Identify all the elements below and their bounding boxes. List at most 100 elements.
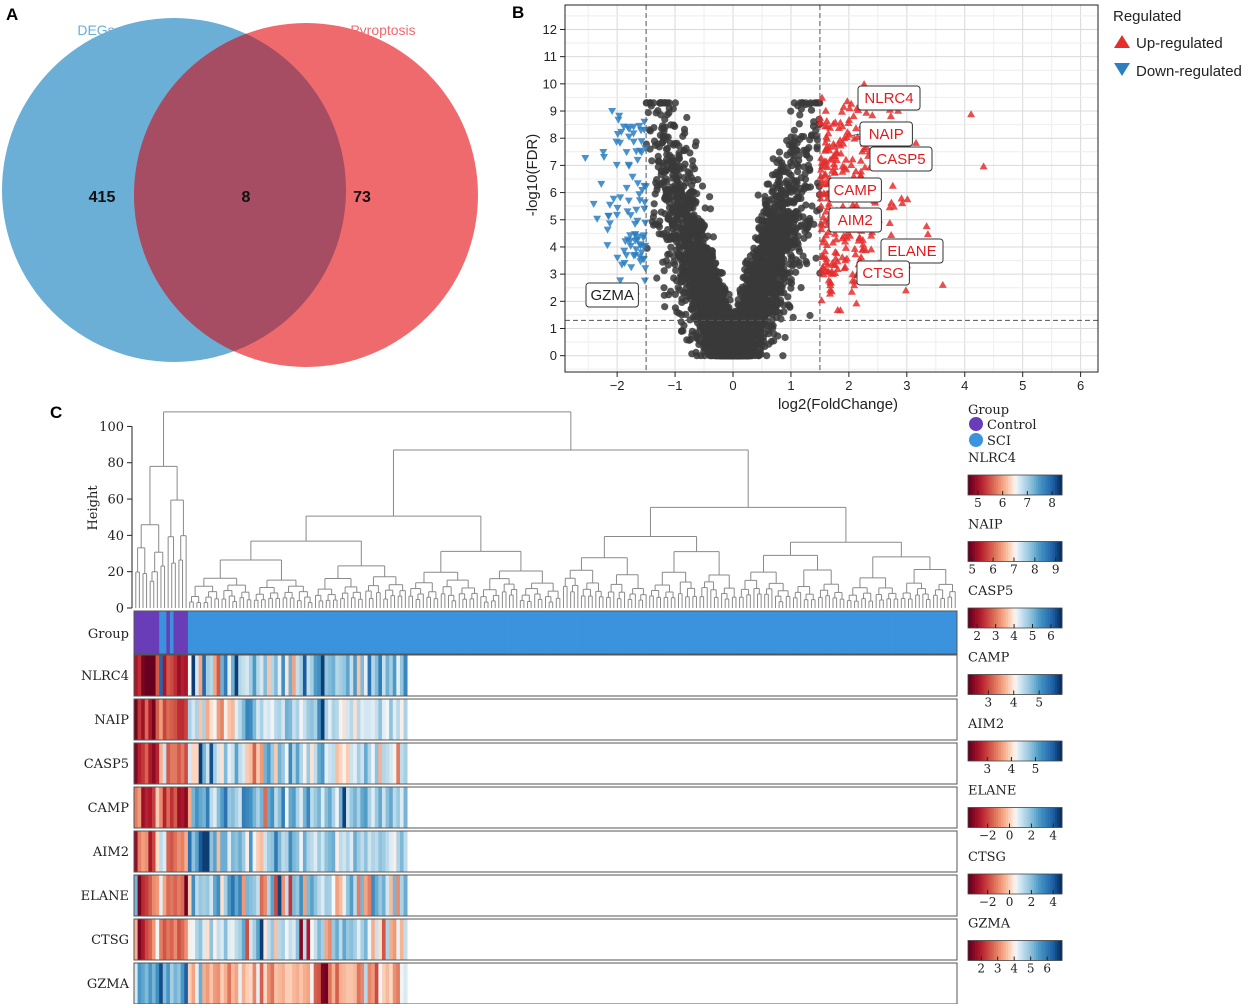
volcano-point-ns [709, 233, 718, 241]
volcano-point-ns [667, 287, 675, 295]
volcano-point-ns [752, 254, 760, 262]
volcano-point-ns [717, 337, 725, 345]
volcano-point-down [619, 123, 628, 131]
volcano-point-ns [689, 212, 697, 220]
volcano-point-ns [785, 260, 793, 268]
volcano-point-up [979, 162, 988, 170]
gene-label-box [856, 260, 910, 286]
volcano-point-up [826, 289, 834, 297]
volcano-point-ns [757, 350, 765, 358]
volcano-point-ns [669, 174, 677, 182]
volcano-point-up [845, 115, 854, 123]
gene-label-elane: ELANE [887, 243, 936, 260]
volcano-point-ns [780, 308, 788, 316]
volcano-point-ns [686, 203, 694, 211]
venn-label-degs: DEGs [77, 22, 114, 38]
volcano-point-ns [805, 144, 813, 152]
volcano-point-ns [810, 118, 818, 126]
volcano-point-ns [672, 266, 680, 274]
volcano-point-up [822, 134, 831, 142]
volcano-x-tick-label: −2 [610, 378, 625, 393]
volcano-point-ns [783, 245, 791, 253]
volcano-point-ns [805, 165, 813, 173]
volcano-point-ns [689, 162, 697, 170]
volcano-point-up [903, 195, 912, 203]
volcano-point-ns [787, 284, 795, 292]
volcano-point-up [923, 230, 932, 238]
volcano-point-ns [711, 316, 719, 324]
volcano-point-ns [712, 286, 720, 294]
volcano-y-tick-label: 5 [550, 212, 557, 227]
volcano-point-ns [736, 288, 745, 296]
volcano-point-ns [740, 338, 749, 346]
volcano-point-ns [784, 180, 792, 189]
volcano-point-ns [691, 142, 700, 150]
volcano-point-up [831, 118, 840, 126]
group-cell-control [151, 611, 156, 654]
volcano-point-down [622, 252, 631, 260]
volcano-point-down [629, 130, 638, 138]
volcano-point-ns [760, 321, 768, 329]
volcano-point-ns [814, 99, 822, 107]
volcano-point-ns [675, 162, 683, 170]
volcano-point-up [817, 219, 825, 227]
volcano-point-up [897, 194, 906, 202]
volcano-point-ns [796, 111, 804, 119]
volcano-point-down [635, 122, 644, 130]
volcano-point-ns [705, 328, 713, 336]
volcano-point-up [820, 217, 829, 225]
volcano-y-tick-label: 8 [550, 131, 557, 146]
volcano-point-ns [688, 327, 696, 335]
volcano-point-ns [787, 276, 795, 284]
volcano-point-up [886, 112, 895, 120]
volcano-y-tick-label: 2 [550, 294, 557, 309]
volcano-point-up [922, 222, 931, 230]
volcano-point-down [636, 242, 645, 250]
volcano-point-ns [706, 205, 715, 213]
volcano-y-axis-label: -log10(FDR) [524, 134, 541, 217]
volcano-point-ns [776, 296, 785, 304]
volcano-point-ns [770, 255, 778, 263]
volcano-point-up [850, 244, 859, 252]
volcano-point-ns [748, 284, 757, 292]
volcano-point-ns [654, 152, 662, 160]
group-cell-control [177, 611, 182, 654]
volcano-point-ns [691, 233, 699, 241]
volcano-point-ns [804, 183, 812, 191]
volcano-point-ns [756, 280, 765, 288]
volcano-point-down [609, 195, 618, 203]
volcano-point-ns [768, 293, 777, 301]
volcano-point-ns [660, 159, 668, 167]
volcano-point-down [633, 156, 642, 164]
volcano-point-ns [716, 270, 724, 278]
volcano-point-ns [775, 240, 784, 248]
volcano-point-ns [769, 184, 777, 192]
volcano-point-ns [658, 179, 666, 187]
volcano-point-ns [757, 336, 765, 344]
volcano-point-ns [710, 267, 718, 275]
volcano-point-ns [735, 335, 743, 343]
volcano-points [581, 80, 988, 360]
volcano-point-ns [678, 206, 686, 214]
volcano-point-up [841, 237, 849, 245]
volcano-point-ns [759, 286, 767, 294]
volcano-point-ns [758, 238, 766, 246]
volcano-point-up [841, 256, 850, 264]
volcano-point-ns [790, 126, 799, 134]
gene-label-leader [851, 133, 861, 136]
volcano-point-up [834, 124, 843, 131]
volcano-point-up [841, 243, 850, 251]
volcano-y-tick-label: 9 [550, 104, 557, 119]
volcano-point-up [824, 276, 833, 284]
volcano-x-tick-label: 5 [1019, 378, 1026, 393]
volcano-x-tick-label: 0 [729, 378, 736, 393]
volcano-y-tick-label: 3 [550, 267, 557, 282]
volcano-point-ns [732, 320, 740, 328]
volcano-point-ns [694, 293, 702, 301]
volcano-point-ns [806, 217, 814, 225]
volcano-point-ns [774, 332, 782, 340]
volcano-point-ns [765, 309, 773, 317]
volcano-point-ns [806, 311, 814, 320]
volcano-point-up [861, 163, 869, 171]
volcano-y-tick-label: 0 [550, 348, 557, 363]
